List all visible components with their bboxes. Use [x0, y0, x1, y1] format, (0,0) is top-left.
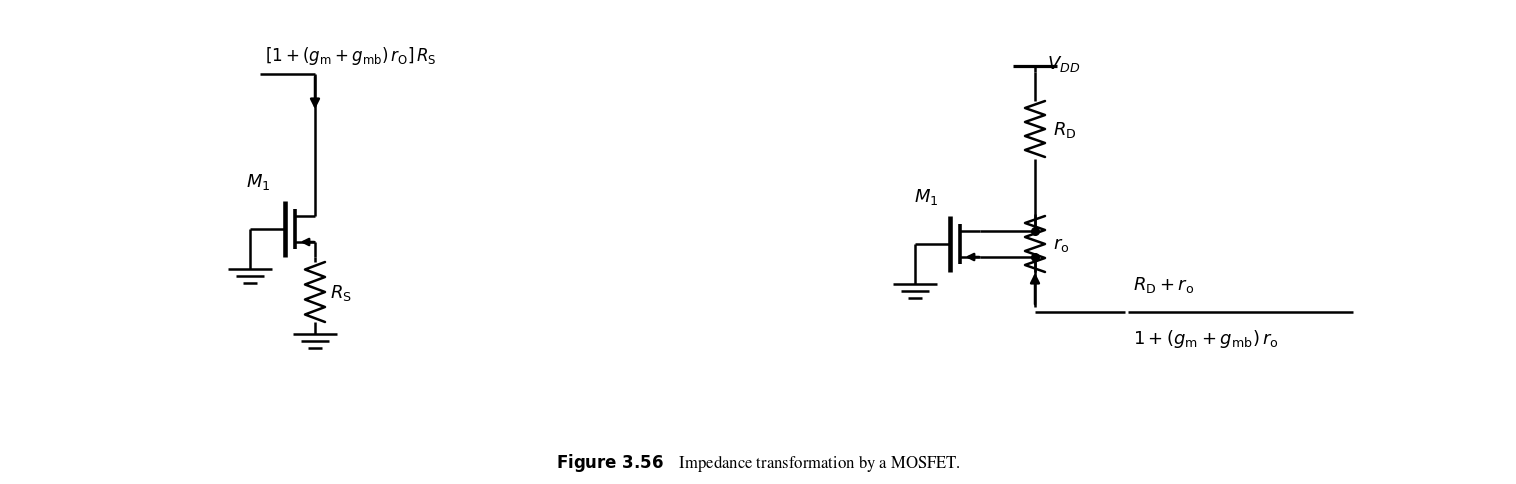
- Text: $\mathit{M}_1$: $\mathit{M}_1$: [914, 187, 938, 207]
- Text: $r_{\mathrm{o}}$: $r_{\mathrm{o}}$: [1054, 236, 1069, 254]
- Text: $1 + (g_{\mathrm{m}} + g_{\mathrm{mb}})\, r_{\mathrm{o}}$: $1 + (g_{\mathrm{m}} + g_{\mathrm{mb}})\…: [1132, 327, 1278, 349]
- Text: $\mathit{M}_1$: $\mathit{M}_1$: [246, 172, 270, 192]
- Text: $\mathit{V}_{DD}$: $\mathit{V}_{DD}$: [1048, 54, 1079, 74]
- Text: $[1 + (g_{\mathrm{m}} + g_{\mathrm{mb}})\, r_{\mathrm{O}}]\, R_{\mathrm{S}}$: $[1 + (g_{\mathrm{m}} + g_{\mathrm{mb}})…: [265, 45, 437, 67]
- Text: $\mathit{R}_{\mathrm{S}}$: $\mathit{R}_{\mathrm{S}}$: [330, 283, 352, 302]
- Text: $\mathbf{Figure\ 3.56}$$\quad$Impedance transformation by a MOSFET.: $\mathbf{Figure\ 3.56}$$\quad$Impedance …: [555, 451, 961, 473]
- Text: $\mathit{R}_{\mathrm{D}} + r_{\mathrm{o}}$: $\mathit{R}_{\mathrm{D}} + r_{\mathrm{o}…: [1132, 274, 1195, 294]
- Text: $\mathit{R}_{\mathrm{D}}$: $\mathit{R}_{\mathrm{D}}$: [1054, 120, 1076, 140]
